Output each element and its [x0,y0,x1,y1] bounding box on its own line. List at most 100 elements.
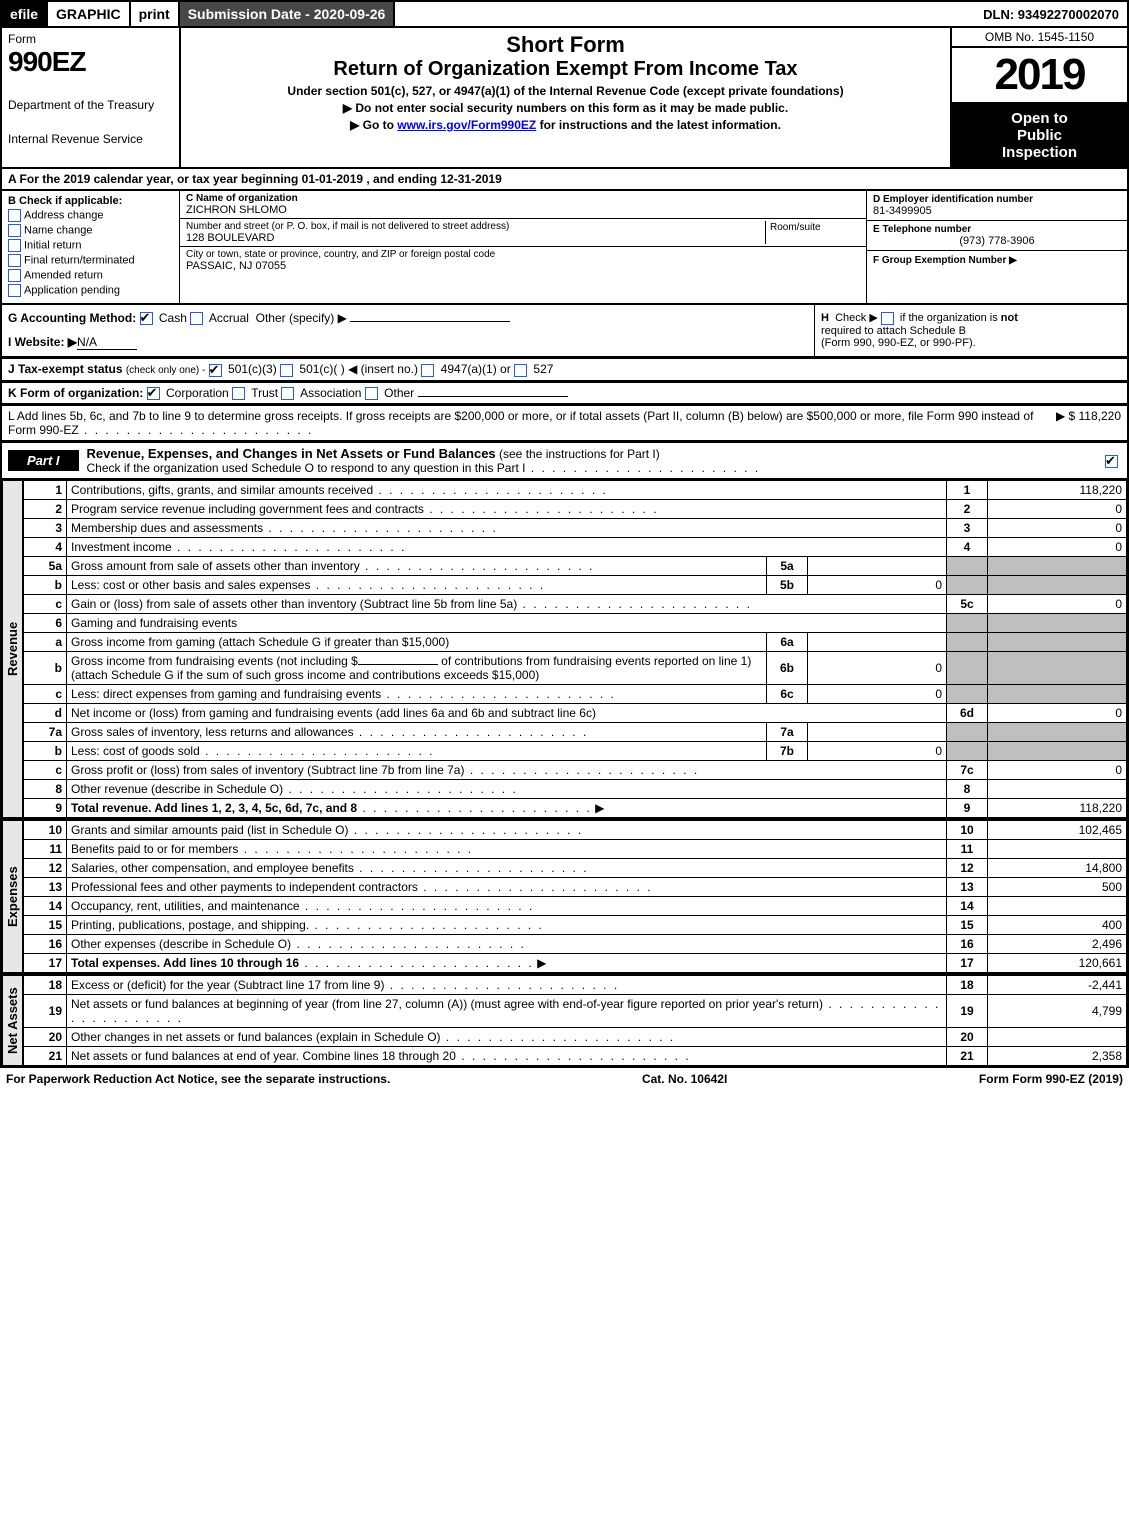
desc: Gaming and fundraising events [67,613,947,632]
other-input[interactable] [350,321,510,322]
j-527: 527 [533,362,553,376]
dots-icon [263,521,498,535]
org-address-cell: Number and street (or P. O. box, if mail… [186,221,765,244]
part-1-header: Part I Revenue, Expenses, and Changes in… [0,442,1129,480]
ein-label: D Employer identification number [873,194,1121,205]
box-f: F Group Exemption Number ▶ [867,251,1127,269]
shaded [988,613,1127,632]
val: 2,496 [988,934,1127,953]
tax-year: 2019 [952,48,1127,104]
line-k: K Form of organization: Corporation Trus… [0,382,1129,405]
irs-link[interactable]: www.irs.gov/Form990EZ [397,118,536,132]
print-link[interactable]: print [131,2,180,26]
ln: 13 [24,877,67,896]
ln: 3 [24,518,67,537]
line-g: G Accounting Method: Cash Accrual Other … [2,305,814,356]
numcol: 5c [947,594,988,613]
contrib-input[interactable] [358,664,438,665]
chk-4947[interactable] [421,364,434,377]
shaded [988,741,1127,760]
ln: 12 [24,858,67,877]
subnum: 6c [767,684,808,703]
chk-accrual[interactable] [190,312,203,325]
chk-trust[interactable] [232,387,245,400]
desc: Grants and similar amounts paid (list in… [67,820,947,839]
desc: Printing, publications, postage, and shi… [67,915,947,934]
chk-label: Amended return [24,269,103,281]
chk-label: Name change [24,224,93,236]
ln: 16 [24,934,67,953]
net-assets-table: 18 Excess or (deficit) for the year (Subt… [23,975,1127,1066]
chk-application-pending[interactable]: Application pending [8,284,173,297]
chk-name-change[interactable]: Name change [8,224,173,237]
shaded [947,741,988,760]
numcol: 18 [947,975,988,994]
d: Contributions, gifts, grants, and simila… [71,483,373,497]
chk-501c3[interactable] [209,364,222,377]
line-15: 15Printing, publications, postage, and s… [24,915,1127,934]
desc: Investment income [67,537,947,556]
efile-tag: efile [2,2,48,26]
desc: Other revenue (describe in Schedule O) [67,779,947,798]
dots-icon [424,502,659,516]
d: Excess or (deficit) for the year (Subtra… [71,978,384,992]
numcol: 6d [947,703,988,722]
title-short-form: Short Form [187,32,944,58]
org-name-label: C Name of organization [186,193,860,204]
subtitle-link-line: ▶ Go to www.irs.gov/Form990EZ for instru… [187,118,944,132]
subnum: 5a [767,556,808,575]
accrual-label: Accrual [209,311,249,325]
room-label: Room/suite [770,222,821,233]
line-h-label: H [821,312,829,324]
ln: c [24,594,67,613]
shaded [988,575,1127,594]
cash-label: Cash [159,311,187,325]
line-k-label: K Form of organization: [8,386,143,400]
box-c: C Name of organization ZICHRON SHLOMO Nu… [180,191,866,303]
chk-label: Final return/terminated [24,254,135,266]
ln: 15 [24,915,67,934]
website-label: I Website: ▶ [8,335,77,349]
chk-address-change[interactable]: Address change [8,209,173,222]
chk-amended-return[interactable]: Amended return [8,269,173,282]
line-12: 12Salaries, other compensation, and empl… [24,858,1127,877]
numcol: 1 [947,480,988,499]
val: 500 [988,877,1127,896]
chk-schedule-b[interactable] [881,312,894,325]
ln: 14 [24,896,67,915]
desc: Membership dues and assessments [67,518,947,537]
ln: d [24,703,67,722]
line-l-amount: ▶ $ 118,220 [1056,409,1121,437]
val [988,839,1127,858]
desc: Program service revenue including govern… [67,499,947,518]
desc: Gross sales of inventory, less returns a… [67,722,767,741]
d: Less: direct expenses from gaming and fu… [71,687,381,701]
expenses-tab: Expenses [2,820,23,973]
d: Other revenue (describe in Schedule O) [71,782,283,796]
desc: Total expenses. Add lines 10 through 16 … [67,953,947,972]
ln: 11 [24,839,67,858]
shaded [947,556,988,575]
ln: c [24,684,67,703]
chk-other-org[interactable] [365,387,378,400]
chk-corporation[interactable] [147,387,160,400]
footer-form: Form 990-EZ (2019) [1012,1072,1123,1086]
chk-schedule-o[interactable] [1105,455,1118,468]
ln: 20 [24,1027,67,1046]
shaded [947,632,988,651]
subnum: 7b [767,741,808,760]
shaded [947,722,988,741]
other-org-input[interactable] [418,396,568,397]
chk-501c[interactable] [280,364,293,377]
chk-cash[interactable] [140,312,153,325]
chk-final-return[interactable]: Final return/terminated [8,254,173,267]
org-city-cell: City or town, state or province, country… [180,247,866,274]
omb-number: OMB No. 1545-1150 [952,28,1127,48]
chk-527[interactable] [514,364,527,377]
d: Grants and similar amounts paid (list in… [71,823,348,837]
val: 2,358 [988,1046,1127,1065]
checkbox-icon [8,269,21,282]
chk-association[interactable] [281,387,294,400]
chk-initial-return[interactable]: Initial return [8,239,173,252]
numcol: 13 [947,877,988,896]
